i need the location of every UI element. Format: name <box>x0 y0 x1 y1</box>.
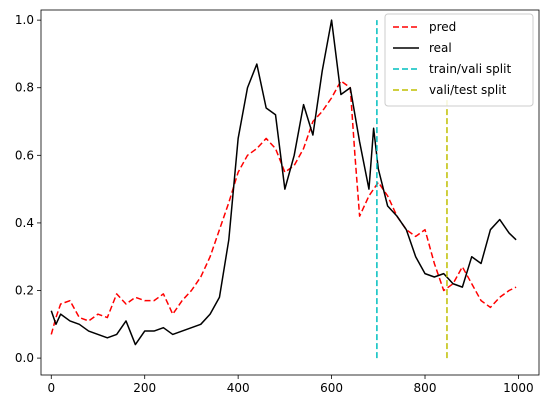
x-tick: 200 <box>133 375 156 395</box>
x-tick-label: 200 <box>133 381 156 395</box>
y-tick: 0.4 <box>15 216 41 230</box>
legend-item: real <box>393 41 452 55</box>
y-tick-label: 1.0 <box>15 13 34 27</box>
legend: pred real train/vali split vali/test split <box>384 13 534 107</box>
y-tick-label: 0.8 <box>15 81 34 95</box>
y-tick: 1.0 <box>15 13 41 27</box>
y-axis-ticks: 0.0 0.2 0.4 0.6 0.8 1.0 <box>15 13 41 365</box>
x-tick: 400 <box>227 375 250 395</box>
x-tick-label: 600 <box>320 381 343 395</box>
series-line-real <box>50 19 517 346</box>
y-tick: 0.6 <box>15 148 41 162</box>
y-tick: 0.8 <box>15 81 41 95</box>
x-tick-label: 1000 <box>503 381 534 395</box>
legend-item: pred <box>393 20 456 34</box>
y-tick-label: 0.6 <box>15 148 34 162</box>
legend-label: pred <box>429 20 456 34</box>
plot-area: 0 200 400 600 800 1000 0.0 0.2 0.4 0.6 0.8 1.0 <box>15 9 540 395</box>
legend-label: train/vali split <box>429 62 511 76</box>
y-tick: 0.2 <box>15 284 41 298</box>
x-axis-ticks: 0 200 400 600 800 1000 <box>47 375 534 395</box>
y-tick-label: 0.2 <box>15 284 34 298</box>
y-tick: 0.0 <box>15 351 41 365</box>
x-tick: 1000 <box>503 375 534 395</box>
x-tick-label: 400 <box>227 381 250 395</box>
legend-item: train/vali split <box>393 62 511 76</box>
y-tick-label: 0.4 <box>15 216 34 230</box>
x-tick: 600 <box>320 375 343 395</box>
series-layer <box>50 19 517 359</box>
x-tick: 0 <box>47 375 55 395</box>
legend-label: real <box>429 41 452 55</box>
axes-frame <box>40 9 540 376</box>
y-tick-label: 0.0 <box>15 351 34 365</box>
legend-box <box>384 13 534 107</box>
series-line-pred <box>50 80 517 335</box>
x-tick-label: 0 <box>47 381 55 395</box>
legend-item: vali/test split <box>393 83 507 97</box>
legend-label: vali/test split <box>429 83 507 97</box>
x-tick-label: 800 <box>414 381 437 395</box>
x-tick: 800 <box>414 375 437 395</box>
